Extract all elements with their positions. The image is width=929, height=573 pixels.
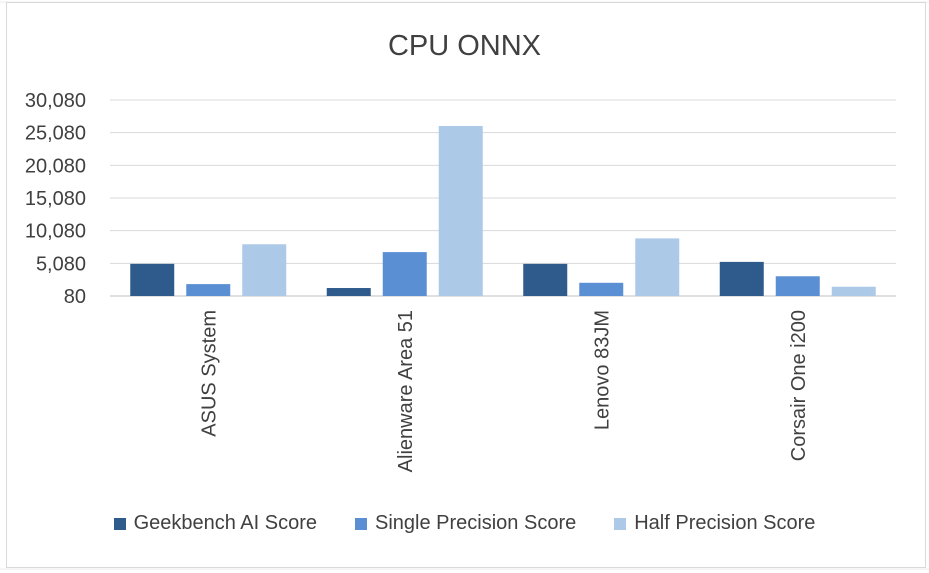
legend-label: Single Precision Score <box>375 512 577 534</box>
bar <box>775 276 820 296</box>
chart-title: CPU ONNX <box>387 30 542 62</box>
y-tick-label: 20,080 <box>25 155 86 177</box>
y-tick-label: 30,080 <box>25 90 86 112</box>
bar <box>579 282 624 296</box>
legend-item: Single Precision Score <box>355 512 576 535</box>
bar <box>326 288 371 296</box>
x-tick-label: Alienware Area 51 <box>395 310 417 472</box>
legend-swatch <box>113 517 126 530</box>
bar <box>186 284 231 296</box>
legend-swatch <box>355 517 368 530</box>
bar <box>523 263 568 296</box>
bar <box>382 252 427 296</box>
y-tick-label: 25,080 <box>25 123 86 145</box>
bar <box>719 261 764 296</box>
bar <box>242 244 287 296</box>
bar <box>831 286 876 296</box>
bar <box>438 126 483 296</box>
y-tick-label: 15,080 <box>25 188 86 210</box>
legend-label: Half Precision Score <box>634 512 816 534</box>
y-tick-label: 10,080 <box>25 221 86 243</box>
x-tick-label: Lenovo 83JM <box>591 310 613 430</box>
legend-item: Geekbench AI Score <box>113 512 318 535</box>
bar <box>130 263 175 296</box>
y-tick-label: 5,080 <box>36 253 86 275</box>
legend-swatch <box>614 517 627 530</box>
legend-item: Half Precision Score <box>614 512 815 535</box>
x-tick-label: ASUS System <box>198 310 220 437</box>
y-tick-label: 80 <box>64 286 86 308</box>
legend-label: Geekbench AI Score <box>133 512 318 534</box>
legend: Geekbench AI Score Single Precision Score… <box>0 512 929 535</box>
bar <box>635 238 680 296</box>
x-tick-label: Corsair One i200 <box>788 310 810 461</box>
